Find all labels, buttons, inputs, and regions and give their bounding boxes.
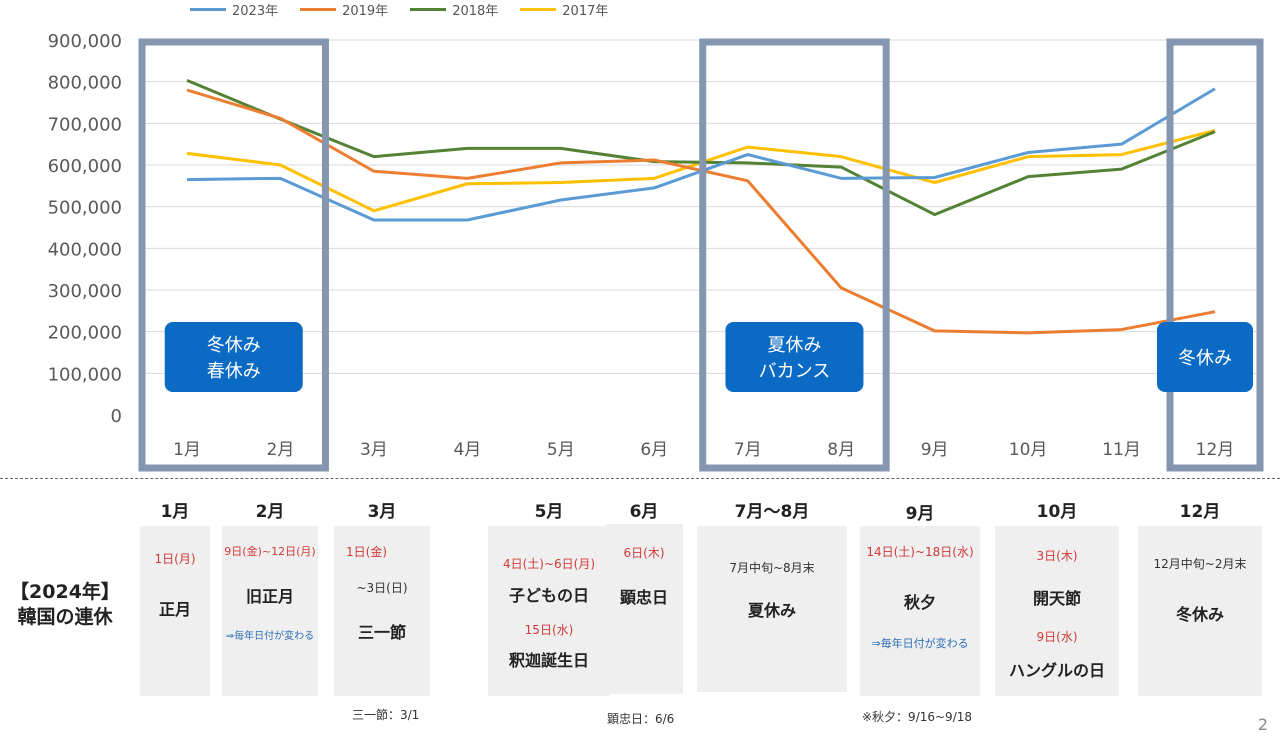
holiday-card-sep: 14日(土)~18日(水) 秋夕 ⇒毎年日付が変わる	[860, 526, 980, 696]
holiday-date: 14日(土)~18日(水)	[866, 545, 974, 559]
holiday-annotation-label: 夏休み	[767, 335, 821, 356]
month-header-oct: 10月	[1036, 502, 1078, 522]
line-chart: 0 100,000 200,000 300,000 400,000 500,000 600,…	[48, 31, 1264, 472]
x-tick-label: 11月	[1102, 440, 1141, 460]
x-tick-label: 4月	[453, 440, 481, 460]
legend-item-2023: 2023年	[190, 0, 278, 19]
holiday-name: 冬休み	[1175, 605, 1224, 624]
holiday-date: 6日(木)	[623, 546, 665, 560]
holiday-name: 秋夕	[903, 593, 936, 612]
holiday-name: 開天節	[1032, 589, 1081, 608]
holiday-name: 正月	[158, 600, 191, 619]
x-tick-label: 9月	[921, 440, 949, 460]
month-header-dec: 12月	[1179, 502, 1221, 522]
footnote-jun: 顕忠日：6/6	[607, 712, 675, 726]
month-header-jan: 1月	[160, 502, 190, 522]
holiday-period: 12月中旬~2月末	[1153, 557, 1247, 571]
month-header-may: 5月	[534, 502, 564, 522]
section-divider	[0, 478, 1280, 479]
holiday-date-2: 15日(水)	[524, 623, 574, 637]
holiday-name: 顕忠日	[619, 588, 668, 607]
holiday-card-dec: 12月中旬~2月末 冬休み	[1138, 526, 1262, 696]
holiday-period-frame	[1166, 38, 1264, 472]
holiday-date: 9日(金)~12日(月)	[224, 545, 316, 558]
holiday-name: 旧正月	[245, 587, 294, 606]
holiday-period-frame	[699, 38, 890, 472]
month-header-jun: 6月	[629, 502, 659, 522]
chart-legend: 2023年 2019年 2018年 2017年	[190, 0, 608, 19]
y-tick-label: 100,000	[48, 364, 122, 385]
holiday-card-jun: 6日(木) 顕忠日	[605, 524, 683, 694]
legend-item-2018: 2018年	[410, 0, 498, 19]
footnote-sep: ※秋夕：9/16~9/18	[862, 710, 973, 724]
holiday-note: ⇒毎年日付が変わる	[225, 631, 315, 642]
holiday-section-title: 【2024年】 韓国の連休	[10, 581, 120, 628]
y-tick-label: 600,000	[48, 156, 122, 177]
y-tick-label: 0	[111, 406, 122, 427]
holiday-annotation-box	[164, 322, 303, 392]
holiday-card-oct: 3日(木) 開天節 9日(水) ハングルの日	[995, 526, 1119, 696]
y-tick-label: 800,000	[48, 73, 122, 94]
x-tick-label: 1月	[173, 440, 201, 460]
x-tick-label: 8月	[827, 440, 855, 460]
x-tick-label: 3月	[360, 440, 388, 460]
holiday-date: 4日(土)~6日(月)	[502, 557, 596, 571]
month-header-sep: 9月	[905, 504, 935, 524]
holiday-name: 子どもの日	[508, 586, 589, 605]
holiday-name-2: 釈迦誕生日	[508, 651, 589, 670]
x-tick-label: 12月	[1196, 440, 1235, 460]
holiday-date-end: ~3日(日)	[356, 581, 408, 595]
holiday-date-2: 9日(水)	[1036, 630, 1078, 644]
holiday-name-2: ハングルの日	[1008, 661, 1105, 680]
holiday-card-jan: 1日(月) 正月	[140, 526, 210, 696]
y-tick-label: 400,000	[48, 239, 122, 260]
y-tick-label: 300,000	[48, 281, 122, 302]
holiday-card-may: 4日(土)~6日(月) 子どもの日 15日(水) 釈迦誕生日	[488, 526, 610, 696]
x-tick-label: 2月	[267, 440, 295, 460]
holiday-annotation-label: 冬休み	[1178, 348, 1232, 369]
y-tick-label: 700,000	[48, 114, 122, 135]
month-header-mar: 3月	[367, 502, 397, 522]
y-tick-label: 500,000	[48, 198, 122, 219]
holiday-date: 3日(木)	[1036, 549, 1078, 563]
month-header-feb: 2月	[255, 502, 285, 522]
holiday-annotation-box	[725, 322, 864, 392]
holiday-period-frame	[138, 38, 329, 472]
holiday-annotation-label: 春休み	[207, 361, 261, 382]
holiday-date: 1日(月)	[154, 552, 196, 566]
holiday-card-julaug: 7月中旬~8月末 夏休み	[697, 526, 847, 692]
footnote-mar: 三一節：3/1	[352, 708, 420, 722]
page-number: 2	[1257, 715, 1268, 734]
x-tick-label: 10月	[1009, 440, 1048, 460]
x-tick-label: 5月	[547, 440, 575, 460]
holiday-annotation-box	[1157, 322, 1253, 392]
legend-item-2017: 2017年	[520, 0, 608, 19]
holiday-period: 7月中旬~8月末	[729, 561, 815, 575]
holiday-card-feb: 9日(金)~12日(月) 旧正月 ⇒毎年日付が変わる	[222, 526, 318, 696]
month-header-julaug: 7月～8月	[734, 502, 810, 522]
holiday-note: ⇒毎年日付が変わる	[871, 637, 969, 650]
holiday-annotation-label: バカンス	[759, 361, 831, 382]
y-tick-label: 200,000	[48, 323, 122, 344]
holiday-name: 三一節	[357, 623, 406, 642]
holiday-card-mar: 1日(金) ~3日(日) 三一節	[334, 526, 430, 696]
y-tick-label: 900,000	[48, 31, 122, 52]
legend-item-2019: 2019年	[300, 0, 388, 19]
x-tick-label: 7月	[734, 440, 762, 460]
holiday-annotation-label: 冬休み	[207, 335, 261, 356]
holiday-date: 1日(金)	[346, 545, 387, 559]
holiday-name: 夏休み	[747, 601, 796, 620]
x-tick-label: 6月	[640, 440, 668, 460]
